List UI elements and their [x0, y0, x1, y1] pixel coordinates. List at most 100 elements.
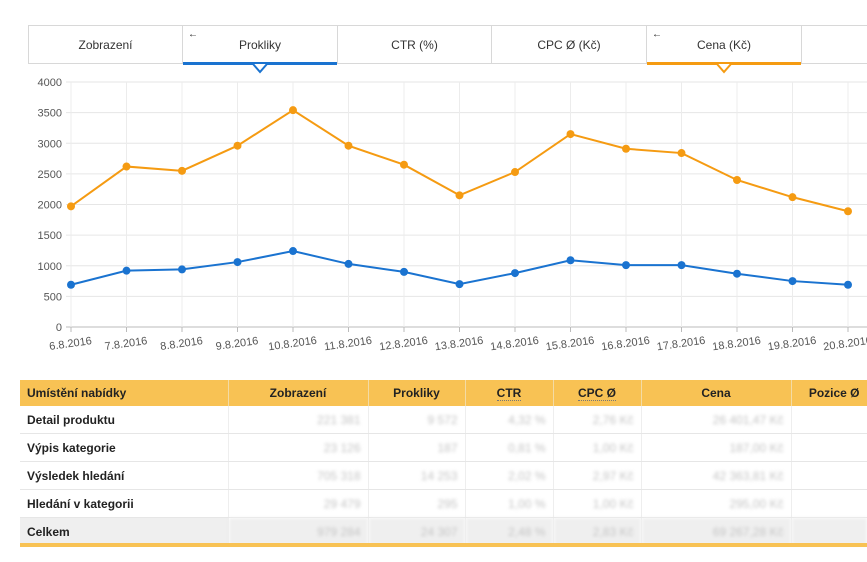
chart-series — [67, 106, 852, 289]
cell-position — [791, 489, 867, 518]
line-chart: 0 500 1000 1500 2000 2500 3000 3500 4000 6.8.201… — [38, 77, 867, 353]
col-header-cpc-label: CPC Ø — [577, 386, 616, 401]
cell-position — [791, 433, 867, 462]
cell-clicks: 14 253 — [368, 461, 466, 490]
data-point — [233, 141, 242, 150]
data-point — [344, 141, 353, 150]
arrow-left-icon[interactable]: ← — [652, 29, 662, 40]
cell-cost: 42 363,81 Kč — [641, 461, 792, 490]
cell-ctr: 0,81 % — [465, 433, 554, 462]
tab-active-bar — [183, 62, 337, 65]
data-point — [122, 162, 131, 171]
cell-impressions: 979 284 — [228, 517, 369, 546]
data-point — [622, 261, 630, 270]
metric-tabs: Zobrazení ← Prokliky CTR (%) CPC Ø (Kč) … — [28, 25, 867, 74]
x-tick-label: 19.8.2016 — [767, 335, 817, 354]
y-tick-label: 0 — [56, 322, 62, 334]
cell-cost: 295,00 Kč — [641, 489, 792, 518]
cell-impressions: 705 318 — [228, 461, 369, 490]
x-tick-label: 14.8.2016 — [490, 335, 540, 354]
cell-clicks: 9 572 — [368, 406, 466, 434]
data-point — [566, 256, 575, 265]
y-tick-label: 500 — [44, 291, 62, 303]
col-header-position[interactable]: Pozice Ø — [791, 380, 867, 406]
x-tick-label: 12.8.2016 — [379, 335, 429, 354]
x-tick-label: 8.8.2016 — [160, 335, 204, 353]
x-tick-label: 7.8.2016 — [104, 335, 148, 353]
data-point — [400, 267, 408, 276]
cell-impressions: 221 381 — [228, 406, 369, 434]
col-header-cost[interactable]: Cena — [641, 380, 792, 406]
data-point — [178, 265, 186, 274]
data-point — [289, 247, 297, 256]
tab-cena[interactable]: ← Cena (Kč) — [646, 26, 801, 74]
data-point — [844, 280, 852, 289]
cell-cost: 26 401,47 Kč — [641, 406, 792, 434]
data-point — [788, 193, 797, 202]
y-tick-label: 3000 — [38, 138, 62, 150]
col-header-clicks[interactable]: Prokliky — [368, 380, 466, 406]
row-name: Detail produktu — [20, 406, 229, 434]
data-point — [67, 202, 75, 211]
cell-cpc: 2,83 Kč — [553, 517, 642, 546]
x-tick-label: 18.8.2016 — [712, 335, 762, 354]
cell-clicks: 187 — [368, 433, 466, 462]
data-point — [511, 269, 519, 278]
col-header-impressions[interactable]: Zobrazení — [228, 380, 369, 406]
y-tick-label: 2000 — [38, 200, 62, 212]
cell-clicks: 295 — [368, 489, 466, 518]
data-point — [844, 207, 852, 216]
tab-prokliky[interactable]: ← Prokliky — [182, 26, 337, 74]
data-point — [455, 280, 464, 289]
cell-ctr: 2,48 % — [465, 517, 554, 546]
cell-cpc: 1,00 Kč — [553, 433, 642, 462]
data-point — [122, 266, 131, 275]
tab-ctr[interactable]: CTR (%) — [337, 26, 491, 63]
col-header-ctr[interactable]: CTR — [465, 380, 554, 406]
row-name: Výpis kategorie — [20, 433, 229, 462]
x-tick-label: 16.8.2016 — [601, 335, 651, 354]
y-tick-label: 2500 — [38, 169, 62, 181]
tab-notch-icon — [252, 64, 268, 74]
x-tick-label: 17.8.2016 — [656, 335, 706, 354]
tab-cpc[interactable]: CPC Ø (Kč) — [491, 26, 646, 63]
col-header-cpc[interactable]: CPC Ø — [553, 380, 642, 406]
x-tick-label: 11.8.2016 — [323, 335, 372, 354]
row-name: Celkem — [20, 517, 229, 546]
row-name: Výsledek hledání — [20, 461, 229, 490]
tab-extra[interactable] — [801, 26, 867, 63]
data-point — [788, 277, 797, 286]
arrow-left-icon[interactable]: ← — [188, 29, 198, 40]
y-tick-label: 1000 — [38, 261, 62, 273]
table-row: Detail produktu 221 381 9 572 4,32 % 2,7… — [20, 406, 867, 434]
table-row: Výsledek hledání 705 318 14 253 2,02 % 2… — [20, 461, 867, 490]
data-point — [400, 160, 408, 169]
data-point — [733, 176, 741, 184]
cell-ctr: 4,32 % — [465, 406, 554, 434]
cell-impressions: 29 479 — [228, 489, 369, 518]
cell-cpc: 2,97 Kč — [553, 461, 642, 490]
data-point — [178, 166, 186, 175]
x-axis: 6.8.2016 7.8.2016 8.8.2016 9.8.2016 10.8.201… — [49, 327, 867, 353]
table-footer-strip — [20, 543, 867, 547]
data-point — [566, 130, 575, 139]
tab-notch-icon — [716, 64, 732, 74]
tab-label: Zobrazení — [78, 37, 133, 52]
x-tick-label: 20.8.2016 — [823, 335, 867, 354]
cell-cpc: 1,00 Kč — [553, 489, 642, 518]
data-point — [677, 149, 686, 158]
x-tick-label: 6.8.2016 — [49, 335, 93, 353]
col-header-placement[interactable]: Umístění nabídky — [20, 380, 229, 406]
cell-clicks: 24 307 — [368, 517, 466, 546]
cell-cost: 187,00 Kč — [641, 433, 792, 462]
x-tick-label: 10.8.2016 — [268, 335, 318, 354]
table-row: Výpis kategorie 23 126 187 0,81 % 1,00 K… — [20, 433, 867, 462]
y-tick-label: 3500 — [38, 108, 62, 120]
tab-label: CPC Ø (Kč) — [537, 37, 601, 52]
cell-position — [791, 517, 867, 546]
x-tick-label: 9.8.2016 — [215, 335, 259, 353]
cell-cpc: 2,76 Kč — [553, 406, 642, 434]
tab-zobrazeni[interactable]: Zobrazení — [28, 26, 182, 63]
tab-label: Prokliky — [238, 37, 281, 52]
cell-ctr: 1,00 % — [465, 489, 554, 518]
